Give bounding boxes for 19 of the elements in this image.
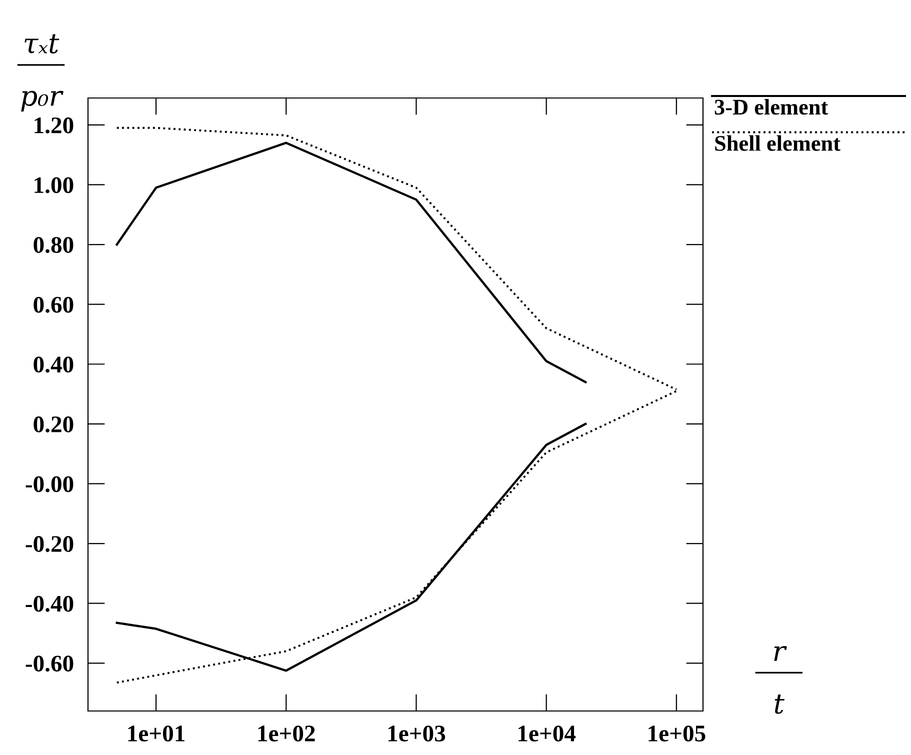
x-tick-label: 1e+02 [258,726,315,742]
text: r t [774,646,787,714]
y-tick-label: 0.60 [34,296,74,313]
y-tick-label: 0.20 [34,416,74,432]
y-tick-label: 1.00 [34,177,74,194]
y-tick-label: 0.40 [34,356,74,373]
text: τₓt p₀r [21,34,64,112]
x-tick-label: 1e+04 [518,726,576,742]
y-tick-label: -0.60 [26,656,74,672]
x-tick-label: 1e+03 [388,726,446,742]
y-tick-label: 1.20 [34,117,74,134]
y-tick-label: -0.00 [26,476,74,492]
legend-label: 3-D element [714,99,828,115]
y-tick-label: -0.20 [26,536,74,552]
x-tick-label: 1e+01 [128,726,184,742]
y-tick-label: -0.40 [26,596,74,612]
y-tick-label: 0.80 [34,237,74,254]
x-tick-label: 1e+05 [648,726,706,742]
text: Shell element [715,135,840,151]
